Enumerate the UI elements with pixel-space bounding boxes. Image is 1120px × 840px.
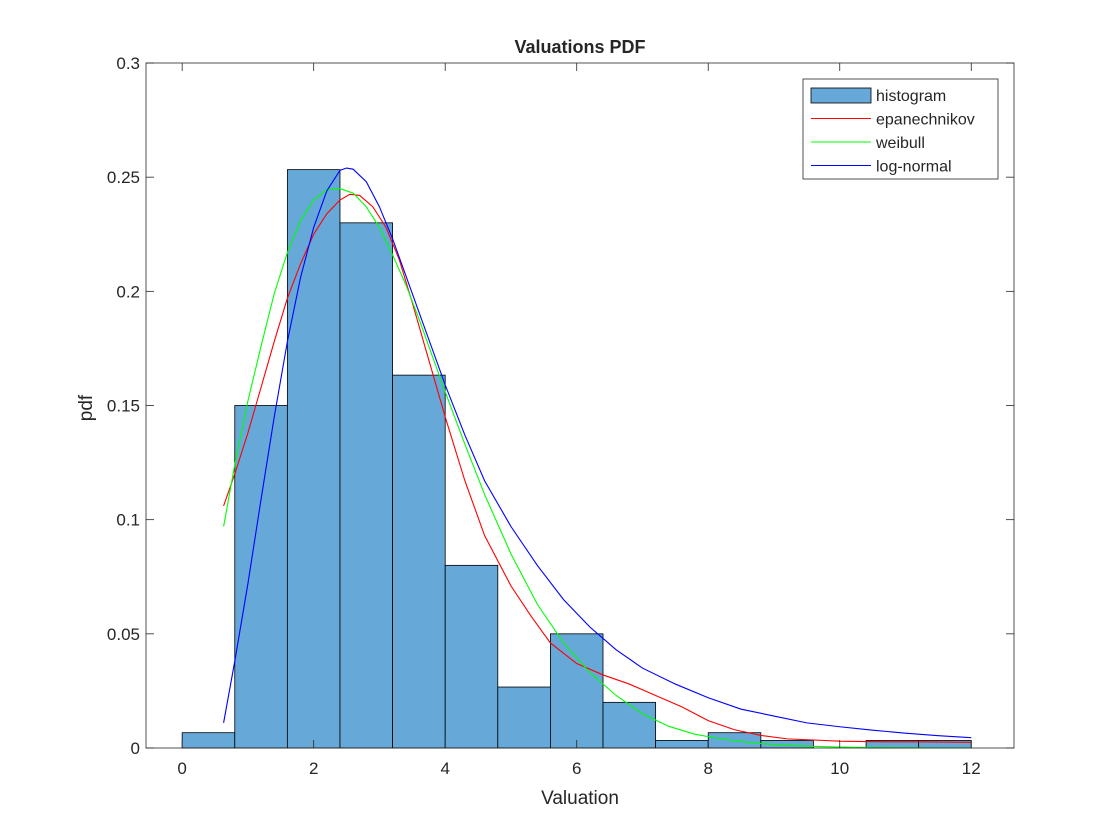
- chart-title: Valuations PDF: [514, 37, 645, 57]
- histogram-bar: [392, 374, 446, 749]
- series-line-weibull: [223, 188, 972, 749]
- x-tick-label: 4: [440, 759, 449, 778]
- x-tick-label: 12: [962, 759, 981, 778]
- legend-label-weibull: weibull: [875, 135, 925, 152]
- x-tick-label: 10: [830, 759, 849, 778]
- x-tick-label: 0: [177, 759, 186, 778]
- legend-label-epanechnikov: epanechnikov: [876, 112, 975, 129]
- legend-swatch-histogram: [810, 87, 872, 104]
- histogram-bar: [444, 564, 499, 749]
- x-axis-label: Valuation: [541, 788, 619, 809]
- histogram-bar: [339, 222, 393, 749]
- y-axis-label: pdf: [76, 394, 97, 421]
- legend-label-log-normal: log-normal: [876, 159, 952, 176]
- histogram-bar: [234, 405, 288, 749]
- y-tick-label: 0: [131, 739, 140, 758]
- x-tick-label: 6: [572, 759, 581, 778]
- y-tick-label: 0.2: [116, 282, 140, 301]
- histogram-bar: [497, 686, 551, 749]
- legend-label-histogram: histogram: [876, 88, 946, 105]
- y-tick-label: 0.05: [107, 625, 140, 644]
- y-tick-label: 0.15: [107, 397, 140, 416]
- histogram-bar: [655, 740, 709, 749]
- legend: histogram epanechnikov weibull log-normal: [802, 78, 999, 180]
- series-line-epanechnikov: [223, 193, 972, 743]
- x-tick-label: 2: [309, 759, 318, 778]
- histogram-bar: [550, 633, 604, 749]
- y-tick-label: 0.25: [107, 168, 140, 187]
- histogram-bar: [181, 732, 236, 749]
- histogram-bar: [286, 169, 341, 749]
- plot-area: 0 2 4 6 8 10 12 0 0.05 0.1 0.15 0.2 0.25 0.3: [107, 54, 1015, 778]
- x-tick-label: 8: [703, 759, 712, 778]
- series-line-log-normal: [223, 167, 972, 739]
- y-tick-label: 0.1: [116, 511, 140, 530]
- y-tick-label: 0.3: [116, 54, 140, 73]
- histogram-bar: [602, 701, 657, 749]
